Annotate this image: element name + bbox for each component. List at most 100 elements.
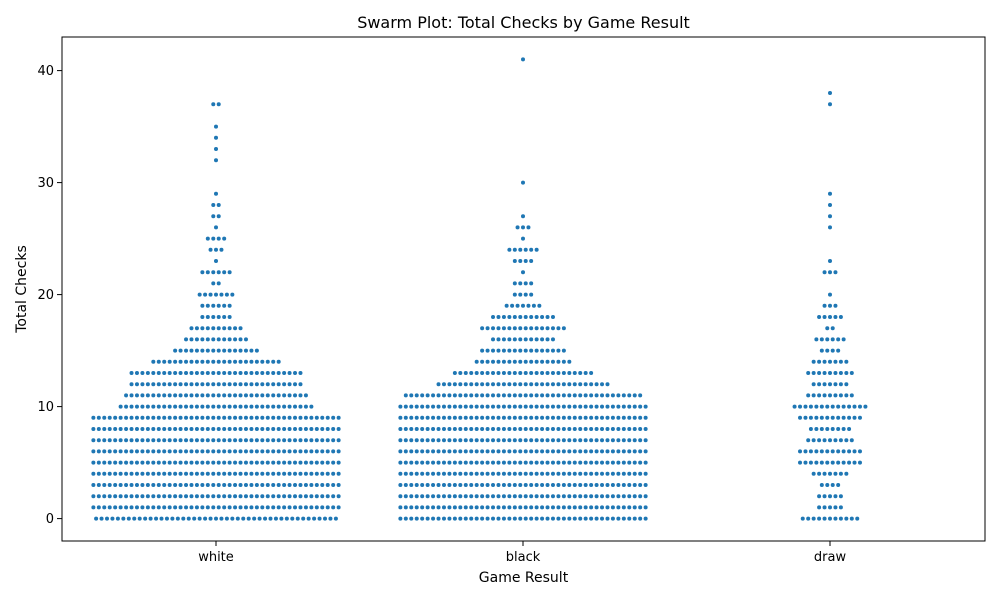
data-point: [643, 494, 648, 499]
data-point: [331, 471, 336, 476]
data-point: [124, 404, 129, 409]
data-point: [403, 393, 408, 398]
data-point: [817, 393, 822, 398]
data-point: [303, 494, 308, 499]
data-point: [594, 404, 599, 409]
data-point: [507, 247, 512, 252]
data-point: [249, 348, 254, 353]
data-point: [594, 471, 599, 476]
data-point: [414, 404, 419, 409]
data-point: [271, 438, 276, 443]
data-point: [271, 427, 276, 431]
data-point: [222, 326, 227, 331]
data-point: [254, 460, 259, 465]
data-point: [621, 505, 626, 510]
data-point: [589, 516, 594, 521]
data-point: [627, 427, 632, 431]
data-point: [529, 382, 534, 387]
data-point: [594, 460, 599, 465]
data-point: [124, 427, 129, 431]
data-point: [162, 483, 167, 487]
data-point: [825, 427, 830, 431]
data-point: [436, 471, 441, 476]
data-point: [143, 516, 148, 521]
data-point: [124, 393, 129, 398]
data-point: [496, 494, 501, 499]
data-point: [458, 404, 463, 409]
data-point: [140, 393, 145, 398]
y-axis-label: Total Checks: [14, 245, 30, 334]
data-point: [189, 449, 194, 454]
data-point: [545, 393, 550, 398]
data-point: [118, 494, 123, 499]
data-point: [817, 315, 822, 319]
data-point: [238, 393, 243, 398]
data-point: [817, 382, 822, 387]
y-tick-label: 0: [46, 512, 54, 527]
data-point: [833, 371, 838, 375]
data-point: [303, 438, 308, 443]
data-point: [534, 404, 539, 409]
data-point: [847, 415, 852, 420]
data-point: [293, 483, 298, 487]
data-point: [295, 516, 300, 521]
data-point: [271, 483, 276, 487]
data-point: [425, 415, 430, 420]
data-point: [589, 382, 594, 387]
data-point: [118, 449, 123, 454]
data-point: [293, 415, 298, 420]
data-point: [254, 494, 259, 499]
data-point: [600, 404, 605, 409]
data-point: [474, 359, 479, 364]
data-point: [260, 427, 265, 431]
data-point: [265, 483, 270, 487]
data-point: [211, 348, 216, 353]
data-point: [121, 516, 126, 521]
data-point: [833, 393, 838, 398]
data-point: [441, 516, 446, 521]
data-point: [211, 102, 216, 107]
data-point: [276, 449, 281, 454]
data-point: [227, 505, 232, 510]
data-point: [271, 382, 276, 387]
data-point: [431, 516, 436, 521]
data-point: [184, 494, 189, 499]
data-point: [238, 483, 243, 487]
data-point: [102, 449, 107, 454]
data-point: [600, 449, 605, 454]
data-point: [469, 505, 474, 510]
data-point: [480, 326, 485, 331]
data-point: [425, 483, 430, 487]
data-point: [162, 359, 167, 364]
data-point: [540, 371, 545, 375]
data-point: [145, 460, 150, 465]
data-point: [287, 382, 292, 387]
data-point: [222, 315, 227, 319]
data-point: [260, 471, 265, 476]
data-point: [469, 393, 474, 398]
data-point: [545, 449, 550, 454]
data-point: [501, 471, 506, 476]
data-point: [173, 449, 178, 454]
data-point: [540, 393, 545, 398]
data-point: [243, 348, 248, 353]
data-point: [249, 438, 254, 443]
data-point: [474, 516, 479, 521]
data-point: [545, 505, 550, 510]
data-point: [320, 415, 325, 420]
data-point: [233, 449, 238, 454]
data-point: [605, 460, 610, 465]
data-point: [833, 382, 838, 387]
data-point: [523, 404, 528, 409]
data-point: [828, 494, 832, 499]
data-point: [164, 516, 169, 521]
data-point: [616, 404, 621, 409]
data-point: [616, 449, 621, 454]
data-point: [298, 505, 303, 510]
data-point: [194, 326, 199, 331]
data-point: [474, 393, 479, 398]
data-point: [545, 404, 550, 409]
data-point: [561, 505, 566, 510]
data-point: [403, 449, 408, 454]
data-point: [325, 438, 330, 443]
